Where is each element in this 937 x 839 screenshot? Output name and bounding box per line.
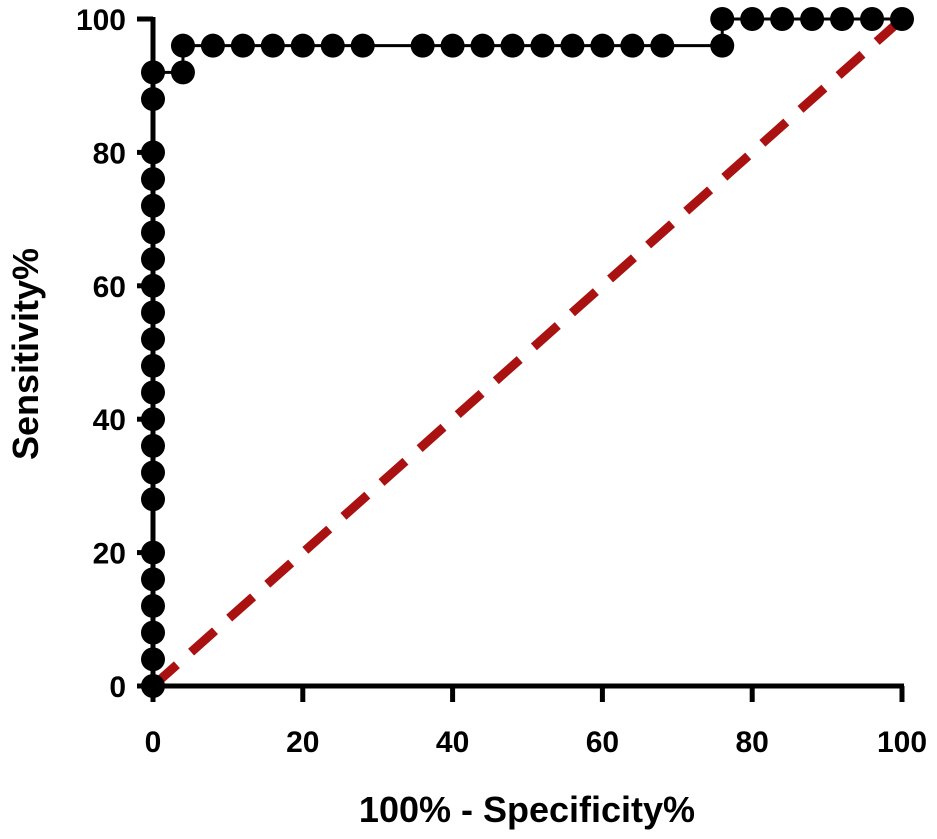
roc-point (260, 33, 285, 58)
x-tick-label: 0 (145, 726, 162, 759)
roc-point (500, 33, 525, 58)
reference-line-layer (150, 15, 905, 690)
roc-point (710, 33, 735, 58)
roc-point (290, 33, 315, 58)
y-tick-label: 80 (93, 137, 126, 170)
roc-point (590, 33, 615, 58)
roc-point (200, 33, 225, 58)
x-tick-label: 40 (436, 726, 469, 759)
x-tick-label: 80 (736, 726, 769, 759)
roc-point (800, 7, 825, 31)
roc-point (740, 7, 765, 31)
x-axis-title: 100% - Specificity% (359, 789, 695, 830)
x-tick-label: 100 (877, 726, 927, 759)
y-tick-label: 60 (93, 271, 126, 304)
roc-point (620, 33, 645, 58)
roc-point (650, 33, 675, 58)
roc-point (770, 7, 795, 31)
roc-point (860, 7, 885, 31)
roc-point (710, 7, 735, 31)
roc-point (350, 33, 375, 58)
reference-diagonal-line (150, 15, 905, 690)
roc-point (230, 33, 255, 58)
y-tick-label: 100 (76, 4, 126, 37)
roc-point (830, 7, 855, 31)
roc-point (320, 33, 345, 58)
roc-point (170, 60, 195, 85)
roc-point (890, 7, 914, 31)
y-tick-label: 20 (93, 538, 126, 571)
roc-point (530, 33, 555, 58)
y-tick-label: 40 (93, 404, 126, 437)
roc-point (470, 33, 495, 58)
roc-points-layer (141, 7, 914, 698)
roc-point (410, 33, 435, 58)
roc-point (170, 33, 195, 58)
roc-point (560, 33, 585, 58)
axes-layer (150, 17, 904, 689)
y-axis-title: Sensitivity% (5, 248, 46, 460)
x-tick-label: 60 (586, 726, 619, 759)
ticks-layer: 0 20 40 60 80 100 0 20 40 60 80 100 (76, 4, 927, 759)
y-tick-label: 0 (109, 671, 126, 704)
roc-point (440, 33, 465, 58)
x-tick-label: 20 (286, 726, 319, 759)
